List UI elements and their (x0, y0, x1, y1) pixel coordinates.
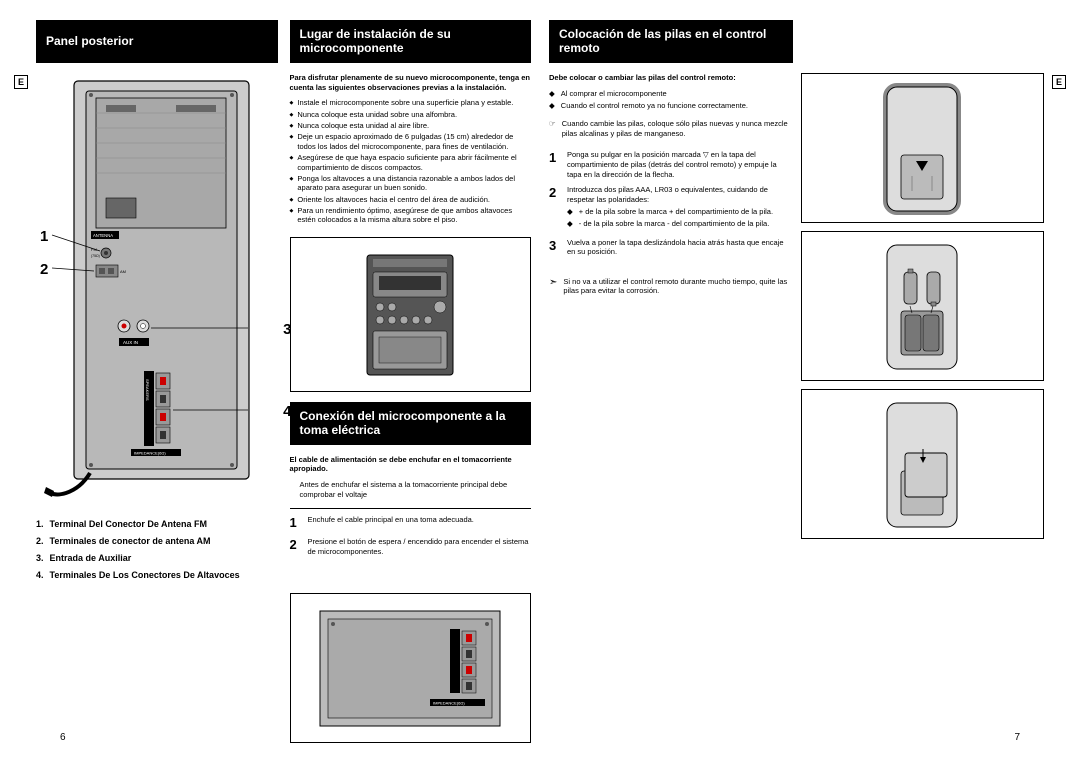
diamond-icon: ◆ (549, 101, 555, 110)
column-pilas: Colocación de las pilas en el control re… (545, 20, 793, 743)
banner-pilas: Colocación de las pilas en el control re… (549, 20, 793, 63)
svg-text:AUX IN: AUX IN (123, 340, 138, 345)
callout-4: 4 (283, 403, 291, 422)
rear-panel-diagram: 1 2 3 4 (36, 73, 278, 498)
diamond-icon: ◆ (549, 89, 555, 98)
remote-back-diagram (801, 73, 1045, 223)
battery-steps: 1Ponga su pulgar en la posición marcada … (549, 150, 793, 263)
remote-batteries-diagram (801, 231, 1045, 381)
page-marker-e-left: E (14, 75, 28, 89)
rear-panel-legend: 1. Terminal Del Conector De Antena FM 2. T… (36, 516, 278, 584)
banner-instalacion: Lugar de instalación de su microcomponen… (290, 20, 532, 63)
bullet-3: Nunca coloque esta unidad al aire libre. (290, 121, 532, 130)
bullet-2: Nunca coloque esta unidad sobre una alfo… (290, 110, 532, 119)
pilas-note1: ☞Cuando cambie las pilas, coloque sólo p… (549, 119, 793, 138)
svg-text:(75Ω): (75Ω) (91, 254, 100, 258)
legend-2-text: Terminales de conector de antena AM (50, 533, 211, 550)
bullet-7: Oriente los altavoces hacia el centro de… (290, 195, 532, 204)
connect-steps: 1Enchufe el cable principal en una toma … (290, 508, 532, 563)
svg-text:AM: AM (120, 269, 126, 274)
pilas-note2: ➣Si no va a utilizar el control remoto d… (549, 277, 793, 296)
legend-1-text: Terminal Del Conector De Antena FM (50, 516, 208, 533)
column-panel-posterior: Panel posterior 1 2 3 4 (10, 20, 282, 743)
connect-step-1: 1Enchufe el cable principal en una toma … (290, 515, 532, 532)
callout-2: 2 (40, 261, 48, 280)
bullet-4: Deje un espacio aproximado de 6 pulgadas… (290, 132, 532, 151)
callout-1: 1 (40, 228, 48, 247)
connection-diagram: IMPEDANCE(6Ω) (290, 593, 532, 743)
battery-step-2: 2 Introduzca dos pilas AAA, LR03 o equiv… (549, 185, 793, 231)
intro-pilas: Debe colocar o cambiar las pilas del con… (549, 73, 793, 83)
pilas-intro-b2: ◆Cuando el control remoto ya no funcione… (549, 101, 793, 110)
bullet-5: Asegúrese de que haya espacio suficiente… (290, 153, 532, 172)
bullet-8: Para un rendimiento óptimo, asegúrese de… (290, 206, 532, 225)
banner-panel-posterior: Panel posterior (36, 20, 278, 63)
bullet-1: Instale el microcomponente sobre una sup… (290, 98, 532, 107)
diamond-icon: ◆ (567, 207, 573, 216)
intro-conexion: El cable de alimentación se debe enchufa… (290, 455, 532, 475)
intro-instalacion: Para disfrutar plenamente de su nuevo mi… (290, 73, 532, 93)
page-number-7: 7 (1014, 732, 1020, 743)
battery-step-1: 1Ponga su pulgar en la posición marcada … (549, 150, 793, 179)
hand-icon: ☞ (549, 119, 556, 138)
svg-text:SPEAKERS: SPEAKERS (145, 379, 150, 401)
diamond-icon: ◆ (567, 219, 573, 228)
svg-text:IMPEDANCE(6Ω): IMPEDANCE(6Ω) (134, 451, 166, 456)
legend-3-text: Entrada de Auxiliar (50, 550, 132, 567)
front-unit-diagram (290, 237, 532, 392)
page-number-6: 6 (60, 732, 66, 743)
banner-conexion: Conexión del microcomponente a la toma e… (290, 402, 532, 445)
remote-cover-diagram (801, 389, 1045, 539)
volt-note: Antes de enchufar el sistema a la tomaco… (290, 480, 532, 500)
bullet-6: Ponga los altavoces a una distancia razo… (290, 174, 532, 193)
install-bullets: Instale el microcomponente sobre una sup… (290, 98, 532, 227)
legend-3-num: 3. (36, 550, 44, 567)
page-marker-e-right: E (1052, 75, 1066, 89)
battery-step-3: 3Vuelva a poner la tapa deslizándola hac… (549, 238, 793, 258)
svg-text:IMPEDANCE(6Ω): IMPEDANCE(6Ω) (433, 700, 465, 705)
legend-1-num: 1. (36, 516, 44, 533)
column-remote-images (801, 20, 1071, 743)
legend-4-text: Terminales De Los Conectores De Altavoce… (50, 567, 240, 584)
callout-3: 3 (283, 321, 291, 340)
arrow-icon: ➣ (549, 277, 557, 296)
pilas-intro-b1: ◆Al comprar el microcomponente (549, 89, 793, 98)
svg-text:ANTENNA: ANTENNA (93, 233, 113, 238)
legend-4-num: 4. (36, 567, 44, 584)
column-instalacion: Lugar de instalación de su microcomponen… (290, 20, 536, 743)
legend-2-num: 2. (36, 533, 44, 550)
connect-step-2: 2Presione el botón de espera / encendido… (290, 537, 532, 557)
